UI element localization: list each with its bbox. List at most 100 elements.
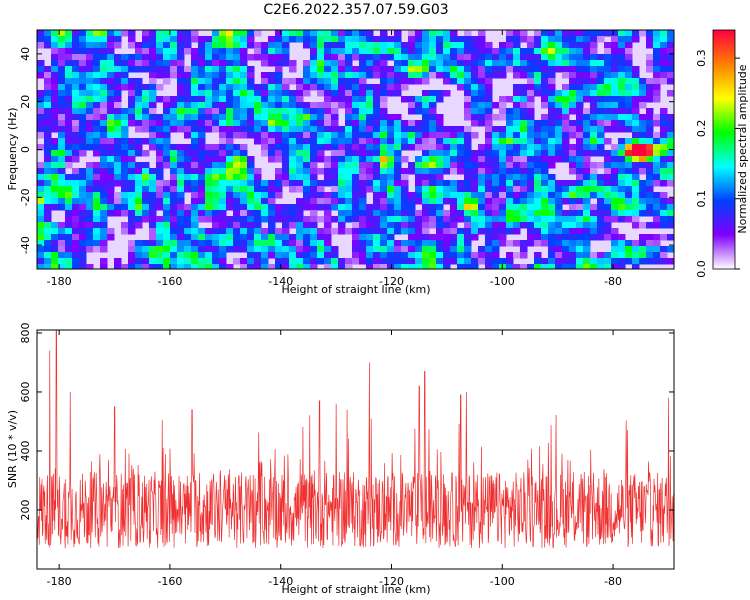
heatmap-cell: [51, 240, 59, 247]
heatmap-cell: [401, 228, 409, 235]
heatmap-cell: [37, 180, 45, 187]
heatmap-cell: [37, 60, 45, 67]
heatmap-cell: [660, 156, 668, 163]
heatmap-cell: [359, 132, 367, 139]
heatmap-cell: [205, 120, 213, 127]
heatmap-cell: [520, 174, 528, 181]
heatmap-cell: [492, 126, 500, 133]
heatmap-cell: [646, 90, 654, 97]
heatmap-cell: [450, 144, 458, 151]
heatmap-cell: [233, 180, 241, 187]
heatmap-cell: [212, 120, 220, 127]
heatmap-cell: [205, 156, 213, 163]
heatmap-cell: [429, 96, 437, 103]
heatmap-cell: [373, 114, 381, 121]
heatmap-cell: [653, 198, 661, 205]
heatmap-cell: [198, 216, 206, 223]
heatmap-cell: [163, 30, 171, 37]
heatmap-cell: [247, 180, 255, 187]
heatmap-cell: [576, 156, 584, 163]
heatmap-cell: [569, 42, 577, 49]
heatmap-cell: [632, 252, 640, 259]
heatmap-cell: [422, 36, 430, 43]
heatmap-cell: [527, 210, 535, 217]
heatmap-cell: [485, 204, 493, 211]
heatmap-cell: [632, 132, 640, 139]
heatmap-cell: [618, 216, 626, 223]
heatmap-cell: [86, 144, 94, 151]
heatmap-cell: [170, 258, 178, 265]
heatmap-cell: [443, 36, 451, 43]
heatmap-cell: [149, 138, 157, 145]
heatmap-cell: [569, 66, 577, 73]
heatmap-cell: [65, 102, 73, 109]
heatmap-cell: [93, 114, 101, 121]
heatmap-cell: [373, 48, 381, 55]
heatmap-cell: [478, 210, 486, 217]
heatmap-cell: [296, 114, 304, 121]
heatmap-cell: [394, 30, 402, 37]
heatmap-cell: [562, 96, 570, 103]
heatmap-cell: [317, 108, 325, 115]
heatmap-cell: [44, 90, 52, 97]
heatmap-cell: [226, 114, 234, 121]
heatmap-cell: [205, 186, 213, 193]
heatmap-cell: [597, 96, 605, 103]
heatmap-cell: [408, 48, 416, 55]
heatmap-cell: [303, 78, 311, 85]
heatmap-cell: [79, 48, 87, 55]
heatmap-cell: [653, 204, 661, 211]
heatmap-cell: [226, 60, 234, 67]
heatmap-cell: [79, 186, 87, 193]
heatmap-cell: [478, 84, 486, 91]
heatmap-cell: [338, 126, 346, 133]
heatmap-cell: [408, 168, 416, 175]
heatmap-cell: [401, 252, 409, 259]
heatmap-cell: [58, 150, 66, 157]
heatmap-cell: [58, 108, 66, 115]
heatmap-cell: [303, 102, 311, 109]
heatmap-cell: [415, 258, 423, 265]
heatmap-cell: [660, 132, 668, 139]
heatmap-cell: [289, 264, 297, 269]
heatmap-cell: [191, 48, 199, 55]
heatmap-cell: [450, 246, 458, 253]
heatmap-cell: [86, 48, 94, 55]
heatmap-cell: [296, 180, 304, 187]
heatmap-cell: [366, 258, 374, 265]
heatmap-cell: [625, 258, 633, 265]
heatmap-cell: [471, 162, 479, 169]
heatmap-cell: [387, 264, 395, 269]
heatmap-cell: [513, 150, 521, 157]
heatmap-cell: [338, 132, 346, 139]
heatmap-cell: [457, 138, 465, 145]
heatmap-cell: [79, 216, 87, 223]
heatmap-cell: [149, 222, 157, 229]
heatmap-cell: [534, 204, 542, 211]
heatmap-cell: [149, 186, 157, 193]
heatmap-cell: [576, 264, 584, 269]
heatmap-cell: [492, 192, 500, 199]
heatmap-cell: [618, 240, 626, 247]
heatmap-cell: [604, 162, 612, 169]
heatmap-cell: [513, 222, 521, 229]
heatmap-cell: [86, 198, 94, 205]
heatmap-cell: [156, 222, 164, 229]
heatmap-cell: [163, 138, 171, 145]
heatmap-cell: [359, 114, 367, 121]
heatmap-cell: [37, 258, 45, 265]
heatmap-cell: [457, 168, 465, 175]
heatmap-cell: [79, 102, 87, 109]
heatmap-cell: [352, 216, 360, 223]
heatmap-cell: [590, 204, 598, 211]
heatmap-cell: [93, 186, 101, 193]
heatmap-cell: [450, 192, 458, 199]
heatmap-cell: [527, 156, 535, 163]
heatmap-cell: [212, 144, 220, 151]
heatmap-cell: [261, 246, 269, 253]
heatmap-cell: [128, 204, 136, 211]
heatmap-cell: [219, 168, 227, 175]
heatmap-cell: [604, 72, 612, 79]
heatmap-cell: [429, 198, 437, 205]
heatmap-cell: [79, 126, 87, 133]
